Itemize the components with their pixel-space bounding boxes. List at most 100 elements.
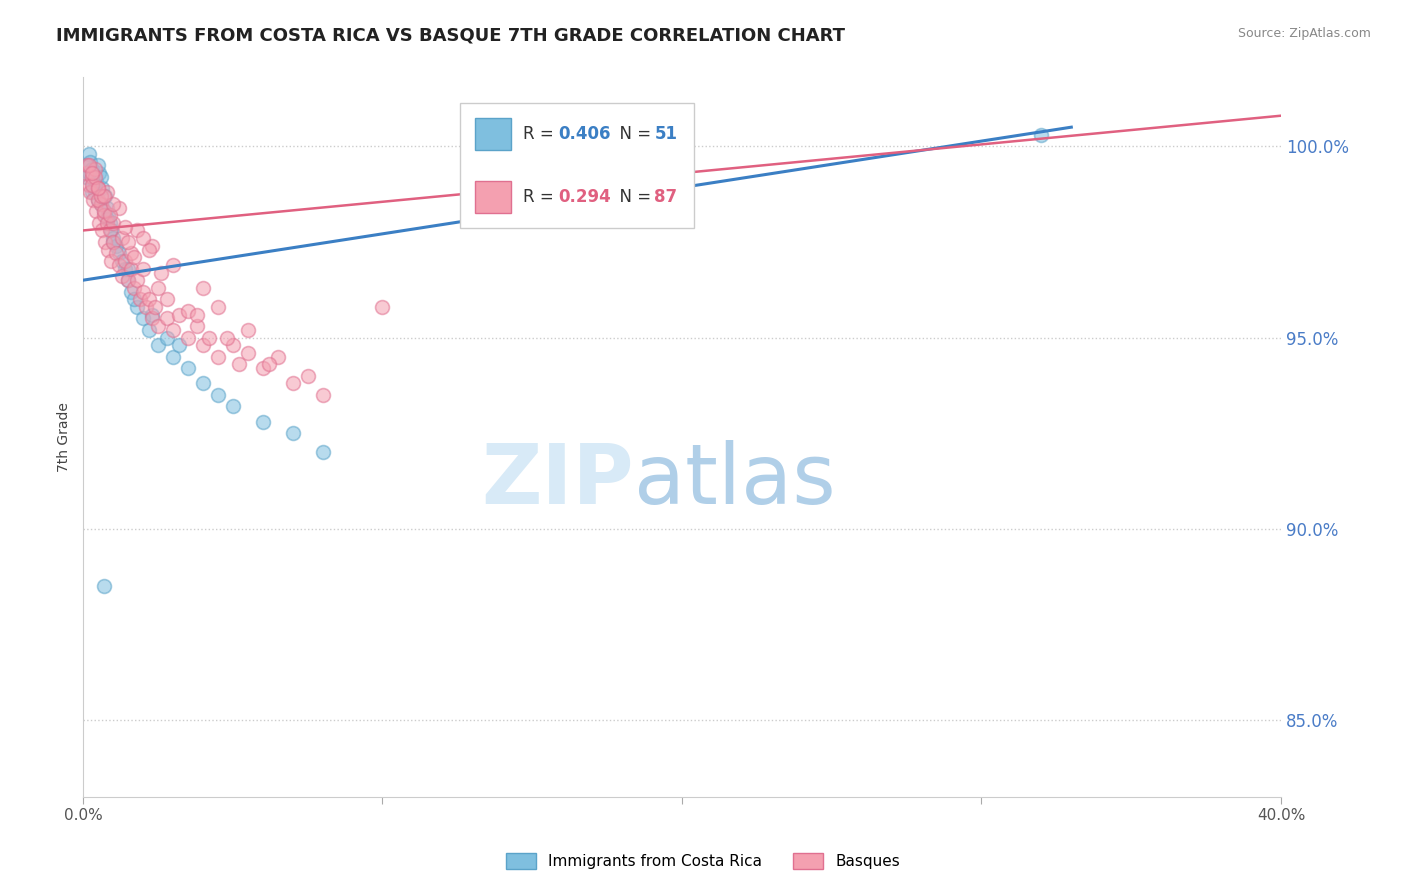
- Point: [84, 169, 107, 184]
- Point: [186, 319, 208, 334]
- Point: [125, 223, 148, 237]
- Point: [98, 208, 121, 222]
- Point: [222, 400, 245, 414]
- Point: [162, 258, 184, 272]
- Point: [311, 388, 333, 402]
- Point: [93, 208, 115, 222]
- Point: [91, 181, 114, 195]
- Point: [87, 193, 110, 207]
- Point: [186, 308, 208, 322]
- Point: [311, 445, 333, 459]
- Point: [177, 361, 200, 376]
- Point: [82, 178, 104, 192]
- Point: [90, 196, 112, 211]
- Point: [117, 273, 139, 287]
- Point: [77, 178, 100, 192]
- Point: [101, 235, 124, 249]
- Point: [111, 254, 134, 268]
- Point: [132, 311, 155, 326]
- Point: [191, 376, 214, 391]
- Point: [94, 189, 117, 203]
- Point: [197, 330, 219, 344]
- Point: [228, 357, 250, 371]
- Point: [156, 311, 179, 326]
- FancyBboxPatch shape: [475, 119, 510, 150]
- Point: [84, 178, 107, 192]
- Point: [167, 308, 190, 322]
- Point: [132, 285, 155, 299]
- Point: [101, 235, 124, 249]
- Point: [89, 216, 111, 230]
- Point: [96, 185, 118, 199]
- Point: [84, 162, 107, 177]
- Point: [108, 246, 131, 260]
- Point: [79, 154, 101, 169]
- Point: [98, 223, 121, 237]
- Point: [104, 246, 127, 260]
- Point: [207, 300, 229, 314]
- Point: [96, 212, 118, 227]
- Point: [281, 376, 304, 391]
- Point: [132, 261, 155, 276]
- Point: [135, 300, 157, 314]
- Point: [281, 426, 304, 441]
- Point: [167, 338, 190, 352]
- Point: [75, 169, 97, 184]
- Point: [111, 231, 134, 245]
- Point: [96, 216, 118, 230]
- Point: [97, 243, 120, 257]
- Point: [138, 243, 160, 257]
- Point: [87, 193, 110, 207]
- Point: [191, 338, 214, 352]
- Point: [101, 231, 124, 245]
- Point: [89, 166, 111, 180]
- Point: [77, 166, 100, 180]
- Point: [149, 266, 172, 280]
- Point: [122, 293, 145, 307]
- Y-axis label: 7th Grade: 7th Grade: [58, 402, 72, 472]
- Text: N =: N =: [609, 188, 657, 206]
- Point: [108, 258, 131, 272]
- Point: [111, 269, 134, 284]
- Point: [93, 579, 115, 593]
- Point: [138, 293, 160, 307]
- Point: [177, 303, 200, 318]
- Point: [91, 223, 114, 237]
- Point: [236, 346, 259, 360]
- Point: [77, 158, 100, 172]
- Point: [120, 246, 142, 260]
- Point: [108, 201, 131, 215]
- Point: [98, 216, 121, 230]
- Point: [80, 166, 103, 180]
- Text: 0.294: 0.294: [558, 188, 612, 206]
- Point: [146, 319, 169, 334]
- Point: [80, 162, 103, 177]
- Point: [86, 174, 108, 188]
- Point: [117, 235, 139, 249]
- Point: [80, 169, 103, 184]
- Text: 87: 87: [654, 188, 678, 206]
- Point: [191, 281, 214, 295]
- Point: [156, 330, 179, 344]
- Point: [90, 196, 112, 211]
- Text: 51: 51: [654, 125, 678, 143]
- Point: [207, 388, 229, 402]
- Point: [146, 338, 169, 352]
- Point: [114, 254, 136, 268]
- Point: [79, 185, 101, 199]
- Point: [371, 300, 394, 314]
- Point: [117, 273, 139, 287]
- Point: [156, 293, 179, 307]
- Point: [87, 181, 110, 195]
- Point: [93, 204, 115, 219]
- Point: [80, 178, 103, 192]
- Point: [252, 415, 274, 429]
- Point: [93, 204, 115, 219]
- Point: [125, 273, 148, 287]
- Point: [87, 181, 110, 195]
- Point: [125, 300, 148, 314]
- Point: [215, 330, 238, 344]
- Point: [162, 350, 184, 364]
- Point: [114, 219, 136, 234]
- Text: atlas: atlas: [634, 440, 835, 521]
